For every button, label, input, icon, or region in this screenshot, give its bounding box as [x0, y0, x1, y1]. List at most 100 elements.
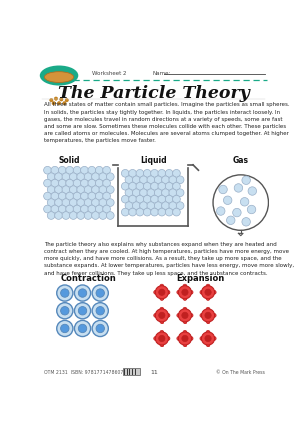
Circle shape	[151, 182, 158, 190]
Circle shape	[182, 312, 188, 318]
Circle shape	[125, 202, 133, 209]
Circle shape	[159, 335, 165, 342]
Circle shape	[240, 198, 249, 206]
Circle shape	[92, 212, 99, 219]
Circle shape	[132, 189, 140, 197]
Circle shape	[51, 179, 59, 187]
Circle shape	[162, 176, 169, 184]
Circle shape	[177, 313, 181, 317]
Circle shape	[96, 307, 104, 315]
Circle shape	[66, 179, 74, 187]
Circle shape	[202, 332, 214, 345]
Circle shape	[54, 97, 58, 100]
Circle shape	[177, 290, 181, 294]
Circle shape	[154, 176, 162, 184]
Circle shape	[233, 208, 241, 217]
Circle shape	[183, 307, 187, 311]
Text: All three states of matter contain small particles. Imagine the particles as sma: All three states of matter contain small…	[44, 103, 289, 143]
Circle shape	[155, 309, 168, 322]
Circle shape	[74, 285, 91, 301]
Circle shape	[166, 313, 170, 317]
Circle shape	[84, 186, 92, 193]
Circle shape	[44, 179, 51, 187]
Text: Worksheet 2: Worksheet 2	[92, 72, 127, 76]
Circle shape	[183, 330, 187, 334]
Circle shape	[172, 170, 180, 177]
Circle shape	[169, 202, 177, 209]
Text: OTM 2131  ISBN: 9781771478607: OTM 2131 ISBN: 9781771478607	[44, 370, 123, 375]
Circle shape	[99, 186, 107, 193]
Circle shape	[200, 337, 204, 340]
Circle shape	[55, 212, 62, 219]
Circle shape	[234, 184, 243, 192]
Text: Solid: Solid	[58, 156, 80, 165]
Circle shape	[178, 309, 191, 322]
Circle shape	[143, 170, 151, 177]
Circle shape	[172, 195, 180, 203]
Circle shape	[92, 321, 108, 337]
Circle shape	[166, 337, 170, 340]
Circle shape	[129, 195, 136, 203]
Circle shape	[99, 212, 107, 219]
Circle shape	[206, 330, 210, 334]
Circle shape	[136, 170, 144, 177]
Circle shape	[206, 296, 210, 300]
Circle shape	[136, 208, 144, 216]
Circle shape	[103, 179, 110, 187]
Text: Name:: Name:	[152, 72, 171, 76]
Circle shape	[205, 312, 211, 318]
Circle shape	[51, 166, 59, 174]
Circle shape	[106, 212, 114, 219]
Circle shape	[242, 218, 250, 226]
Circle shape	[77, 173, 85, 181]
Circle shape	[47, 212, 55, 219]
Circle shape	[183, 320, 187, 324]
Circle shape	[84, 212, 92, 219]
Circle shape	[55, 186, 62, 193]
Circle shape	[176, 189, 184, 197]
Circle shape	[58, 166, 66, 174]
Circle shape	[217, 207, 225, 215]
Circle shape	[66, 166, 74, 174]
Circle shape	[205, 335, 211, 342]
Circle shape	[78, 324, 87, 333]
Circle shape	[206, 320, 210, 324]
Circle shape	[88, 192, 96, 200]
Circle shape	[62, 186, 70, 193]
Circle shape	[77, 212, 85, 219]
Circle shape	[206, 343, 210, 346]
Circle shape	[99, 173, 107, 181]
Circle shape	[47, 199, 55, 206]
Circle shape	[74, 321, 91, 337]
Circle shape	[70, 173, 77, 181]
Text: Contraction: Contraction	[60, 273, 116, 282]
Circle shape	[183, 296, 187, 300]
Circle shape	[158, 170, 166, 177]
Circle shape	[88, 179, 96, 187]
Circle shape	[92, 199, 99, 206]
Circle shape	[57, 303, 73, 319]
Text: Gas: Gas	[233, 156, 249, 165]
Circle shape	[151, 208, 158, 216]
Circle shape	[125, 176, 133, 184]
Circle shape	[125, 189, 133, 197]
Circle shape	[65, 98, 68, 102]
Circle shape	[143, 195, 151, 203]
Circle shape	[66, 192, 74, 200]
Circle shape	[178, 332, 191, 345]
Circle shape	[73, 166, 81, 174]
Circle shape	[140, 176, 147, 184]
Circle shape	[92, 173, 99, 181]
Circle shape	[162, 202, 169, 209]
Text: The Particle Theory: The Particle Theory	[58, 85, 250, 102]
Text: Liquid: Liquid	[140, 156, 167, 165]
Circle shape	[177, 337, 181, 340]
Ellipse shape	[40, 66, 78, 86]
Circle shape	[132, 202, 140, 209]
Circle shape	[61, 324, 69, 333]
Circle shape	[58, 179, 66, 187]
Circle shape	[88, 166, 96, 174]
Circle shape	[165, 170, 173, 177]
Circle shape	[122, 182, 129, 190]
Circle shape	[206, 307, 210, 311]
